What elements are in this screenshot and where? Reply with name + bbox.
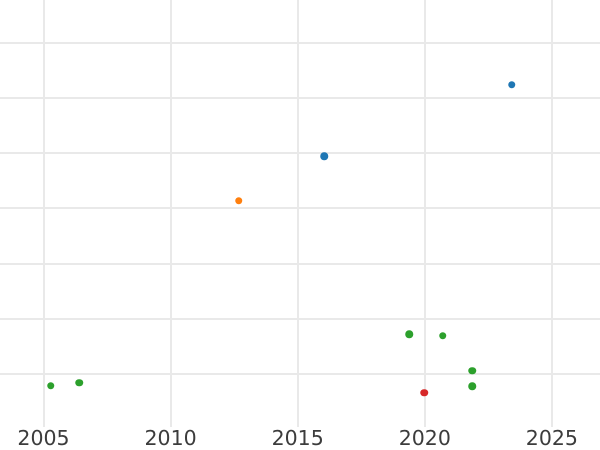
data-point-blue xyxy=(320,152,329,160)
vertical-gridline xyxy=(550,0,553,427)
horizontal-gridline xyxy=(0,96,600,99)
vertical-gridline xyxy=(169,0,172,427)
vertical-gridline xyxy=(42,0,45,427)
x-tick-label: 2005 xyxy=(17,426,70,450)
data-point-green xyxy=(46,381,55,390)
horizontal-gridline xyxy=(0,152,600,155)
data-point-green xyxy=(405,330,413,339)
x-tick-label: 2025 xyxy=(525,426,578,450)
x-tick-label: 2010 xyxy=(144,426,197,450)
horizontal-gridline xyxy=(0,41,600,44)
vertical-gridline xyxy=(296,0,299,427)
horizontal-gridline xyxy=(0,262,600,265)
data-point-green xyxy=(468,382,477,390)
vertical-gridline xyxy=(423,0,426,427)
x-tick-label: 2020 xyxy=(398,426,451,450)
data-point-blue xyxy=(507,80,516,89)
data-point-orange xyxy=(235,196,243,205)
horizontal-gridline xyxy=(0,373,600,376)
data-point-red xyxy=(420,388,429,397)
data-point-green xyxy=(468,367,477,375)
horizontal-gridline xyxy=(0,207,600,210)
data-point-green xyxy=(75,378,83,387)
horizontal-gridline xyxy=(0,318,600,320)
data-point-green xyxy=(438,331,447,340)
x-tick-label: 2015 xyxy=(271,426,324,450)
